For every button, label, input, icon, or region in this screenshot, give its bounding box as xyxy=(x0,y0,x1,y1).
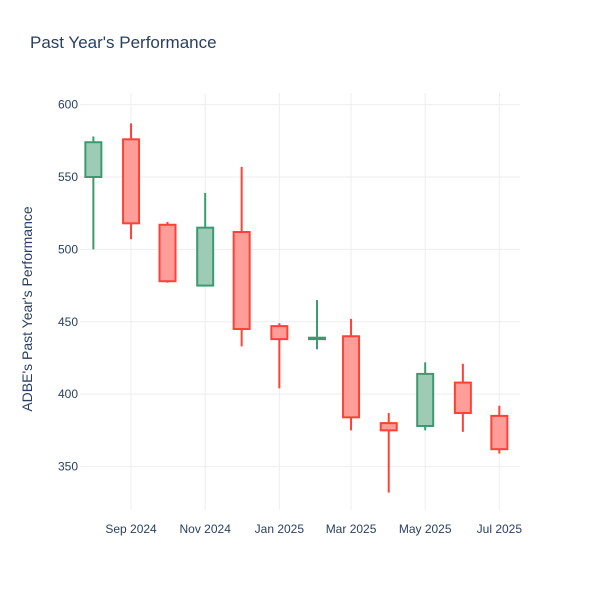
candle xyxy=(342,318,361,431)
candle-body xyxy=(84,141,103,178)
chart-title: Past Year's Performance xyxy=(30,33,217,52)
x-tick-label: Nov 2024 xyxy=(180,522,232,536)
candle xyxy=(232,166,251,347)
y-tick-label: 550 xyxy=(58,170,78,184)
candle-body xyxy=(158,223,177,283)
y-tick-label: 400 xyxy=(58,387,78,401)
y-axis-label: ADBE's Past Year's Performance xyxy=(19,206,35,412)
x-tick-label: Mar 2025 xyxy=(326,522,377,536)
candle xyxy=(453,363,472,432)
y-tick-label: 350 xyxy=(58,460,78,474)
candle-body xyxy=(490,414,509,451)
candle-body xyxy=(453,381,472,414)
candle-body xyxy=(196,226,215,287)
grid xyxy=(80,93,520,510)
candle xyxy=(308,300,327,350)
y-tick-label: 500 xyxy=(58,242,78,256)
candle xyxy=(158,221,177,283)
y-tick-labels: 350 400 450 500 550 600 xyxy=(58,98,78,474)
y-tick-label: 600 xyxy=(58,98,78,112)
candle-body xyxy=(342,335,361,419)
candle-body xyxy=(308,336,327,341)
x-tick-labels: Sep 2024 Nov 2024 Jan 2025 Mar 2025 May 2025… xyxy=(105,522,522,536)
candle xyxy=(490,405,509,454)
candle xyxy=(379,412,398,493)
candle-body xyxy=(379,422,398,432)
candle-body xyxy=(232,231,251,331)
candle xyxy=(196,192,215,287)
x-tick-label: May 2025 xyxy=(399,522,452,536)
candle xyxy=(416,362,435,431)
candle xyxy=(122,123,141,240)
candle-body xyxy=(270,325,289,341)
y-tick-label: 450 xyxy=(58,315,78,329)
x-tick-label: Jul 2025 xyxy=(477,522,523,536)
x-tick-label: Jan 2025 xyxy=(255,522,305,536)
x-tick-label: Sep 2024 xyxy=(105,522,157,536)
candle-body xyxy=(122,138,141,225)
candle xyxy=(84,136,103,250)
candle xyxy=(270,323,289,389)
candle-body xyxy=(416,372,435,428)
candles xyxy=(84,123,509,493)
